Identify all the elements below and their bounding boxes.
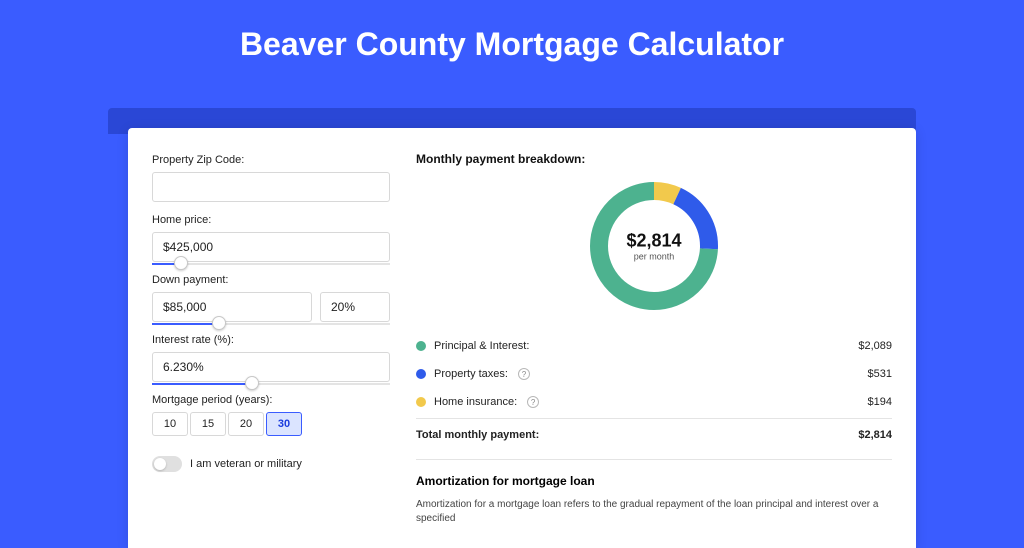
legend-label: Principal & Interest: [434, 340, 529, 352]
legend-row: Property taxes:? $531 [416, 360, 892, 388]
amort-title: Amortization for mortgage loan [416, 474, 892, 488]
legend-dot-icon [416, 369, 426, 379]
down-label: Down payment: [152, 274, 390, 286]
donut-value: $2,814 [626, 231, 681, 252]
down-slider[interactable] [152, 320, 390, 328]
zip-input[interactable] [152, 172, 390, 202]
page-title: Beaver County Mortgage Calculator [0, 0, 1024, 83]
info-icon[interactable]: ? [527, 396, 539, 408]
price-input[interactable] [152, 232, 390, 262]
total-label: Total monthly payment: [416, 429, 539, 441]
legend-row: Principal & Interest: $2,089 [416, 332, 892, 360]
rate-input[interactable] [152, 352, 390, 382]
legend-dot-icon [416, 397, 426, 407]
down-amount-input[interactable] [152, 292, 312, 322]
period-buttons: 10152030 [152, 412, 390, 436]
zip-label: Property Zip Code: [152, 154, 390, 166]
rate-label: Interest rate (%): [152, 334, 390, 346]
legend-value: $194 [868, 396, 892, 408]
legend-label: Home insurance: [434, 396, 517, 408]
period-button-10[interactable]: 10 [152, 412, 188, 436]
period-button-20[interactable]: 20 [228, 412, 264, 436]
period-label: Mortgage period (years): [152, 394, 390, 406]
legend-row: Home insurance:? $194 [416, 388, 892, 416]
legend: Principal & Interest: $2,089 Property taxe… [416, 332, 892, 416]
price-slider[interactable] [152, 260, 390, 268]
calculator-card: Property Zip Code: Home price: Down paym… [128, 128, 916, 548]
amort-text: Amortization for a mortgage loan refers … [416, 498, 892, 526]
period-button-30[interactable]: 30 [266, 412, 302, 436]
amortization-section: Amortization for mortgage loan Amortizat… [416, 459, 892, 526]
legend-total-row: Total monthly payment: $2,814 [416, 418, 892, 449]
legend-label: Property taxes: [434, 368, 508, 380]
inputs-column: Property Zip Code: Home price: Down paym… [152, 152, 404, 548]
total-value: $2,814 [858, 429, 892, 441]
period-button-15[interactable]: 15 [190, 412, 226, 436]
legend-dot-icon [416, 341, 426, 351]
donut-sublabel: per month [626, 252, 681, 262]
veteran-toggle[interactable] [152, 456, 182, 472]
breakdown-title: Monthly payment breakdown: [416, 152, 892, 166]
info-icon[interactable]: ? [518, 368, 530, 380]
breakdown-column: Monthly payment breakdown: $2,814 per mo… [404, 152, 892, 548]
veteran-label: I am veteran or military [190, 458, 302, 470]
donut-chart: $2,814 per month [416, 176, 892, 322]
price-label: Home price: [152, 214, 390, 226]
rate-slider[interactable] [152, 380, 390, 388]
legend-value: $531 [868, 368, 892, 380]
legend-value: $2,089 [858, 340, 892, 352]
down-pct-input[interactable] [320, 292, 390, 322]
